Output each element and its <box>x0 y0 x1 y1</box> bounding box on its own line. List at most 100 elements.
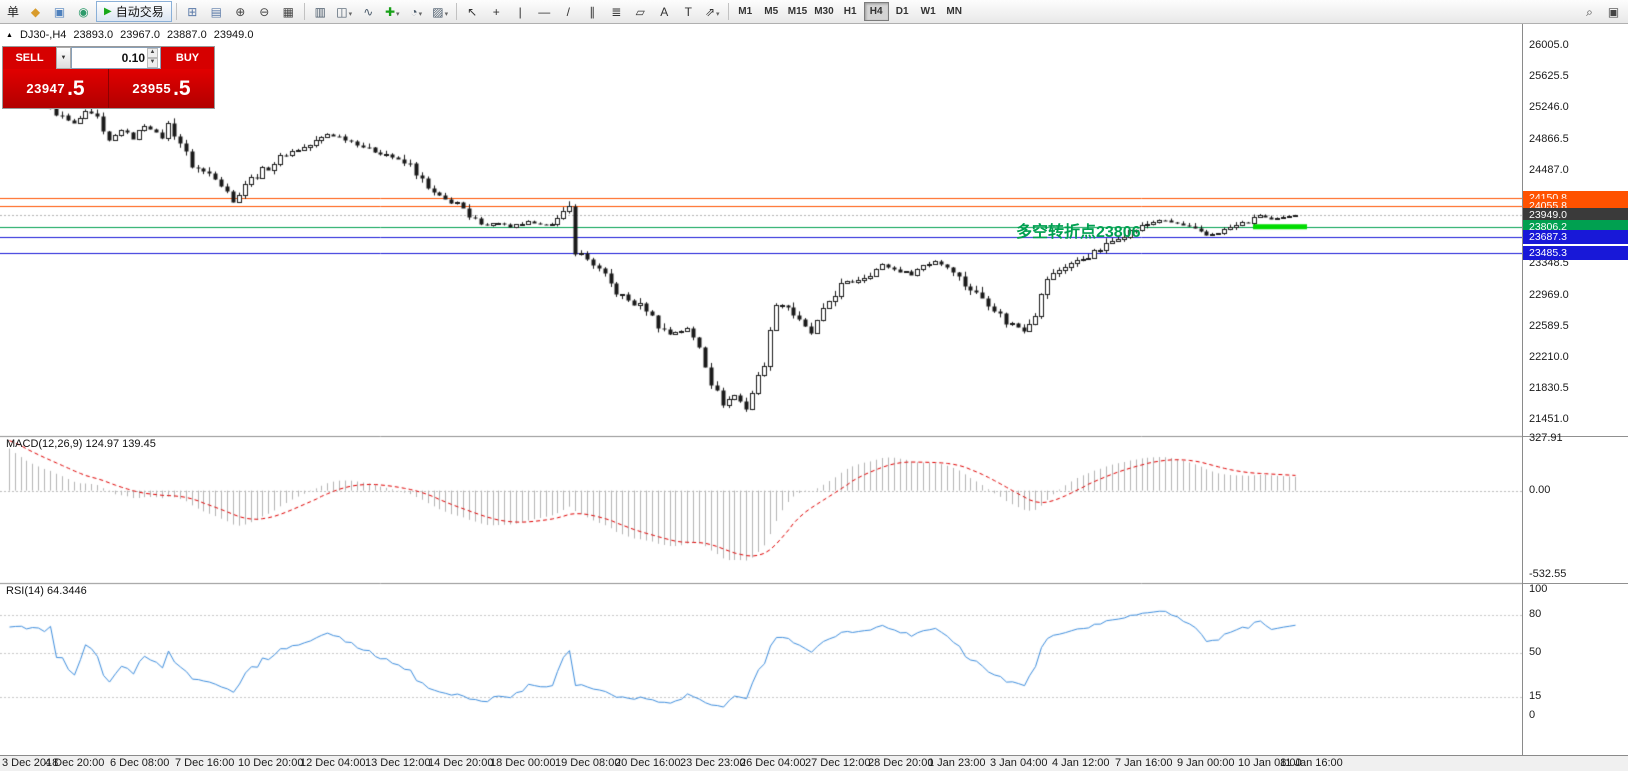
rsi-label: RSI(14) 64.3446 <box>6 585 87 597</box>
time-axis-label: 26 Dec 04:00 <box>740 757 806 769</box>
trade-panel-controls: SELL ▼ 0.10 ▲ ▼ BUY <box>3 47 214 69</box>
toolbar: 单 ◆ ▣ ◉ ▶ 自动交易 ⊞ ▤ ⊕ ⊖ ▦ ▥ ◫▾ ∿ ✚▾ ◔▾ ▨▾ ↖ + | — / ∥ ≣ ▱ A T ⇗▾ M1 M5… <box>0 0 1628 24</box>
price-axis-label: 24866.5 <box>1529 133 1569 145</box>
timeframe-m15[interactable]: M15 <box>785 2 810 21</box>
price-level-tag: 23687.3 <box>1523 230 1628 244</box>
price-level-tag: 23485.3 <box>1523 246 1628 260</box>
price-axis-label: 21451.0 <box>1529 413 1569 425</box>
vertical-line-icon[interactable]: | <box>509 2 532 22</box>
price-axis[interactable]: 26005.025625.525246.024866.524487.024107… <box>1522 24 1628 755</box>
macd-label: MACD(12,26,9) 124.97 139.45 <box>6 438 156 450</box>
plugins-icon[interactable]: ▣ <box>1602 2 1625 22</box>
chart-window-icon[interactable]: ▣ <box>48 2 71 22</box>
arrows-icon[interactable]: ⇗▾ <box>701 2 724 22</box>
timeframe-h1[interactable]: H1 <box>838 2 863 21</box>
shapes-icon[interactable]: ▱ <box>629 2 652 22</box>
autotrading-play-icon: ▶ <box>104 6 112 17</box>
bar-chart-icon[interactable]: ▥ <box>309 2 332 22</box>
indicators-icon[interactable]: ✚▾ <box>381 2 404 22</box>
volume-up-icon[interactable]: ▲ <box>147 48 158 58</box>
volume-value[interactable]: 0.10 <box>121 51 145 65</box>
buy-price-frac: .5 <box>173 76 191 100</box>
sell-button[interactable]: SELL <box>3 47 56 69</box>
line-chart-icon[interactable]: ∿ <box>357 2 380 22</box>
time-axis-label: 3 Jan 04:00 <box>990 757 1048 769</box>
time-axis-label: 4 Dec 20:00 <box>45 757 105 769</box>
profiles-icon[interactable]: ▤ <box>205 2 228 22</box>
time-axis-label: 28 Dec 20:00 <box>868 757 934 769</box>
chart-area[interactable]: ▲ DJ30-,H4 23893.0 23967.0 23887.0 23949… <box>0 24 1522 755</box>
timeframe-m1[interactable]: M1 <box>733 2 758 21</box>
horizontal-line-icon[interactable]: — <box>533 2 556 22</box>
text-icon[interactable]: A <box>653 2 676 22</box>
price-axis-label: 24487.0 <box>1529 164 1569 176</box>
time-axis-label: 10 Dec 20:00 <box>238 757 304 769</box>
price-level-tag: 23949.0 <box>1523 208 1628 222</box>
toolbar-separator <box>455 3 457 20</box>
timeframe-m5[interactable]: M5 <box>759 2 784 21</box>
candlestick-icon[interactable]: ◫▾ <box>333 2 356 22</box>
price-axis-label: 21830.5 <box>1529 382 1569 394</box>
time-axis-label: 18 Dec 00:00 <box>490 757 556 769</box>
search-icon[interactable]: ⌕ <box>1578 2 1601 22</box>
ohlc-open: 23893.0 <box>73 29 114 41</box>
profile-icon[interactable]: ◉ <box>72 2 95 22</box>
channel-icon[interactable]: ∥ <box>581 2 604 22</box>
trendline-icon[interactable]: / <box>557 2 580 22</box>
time-axis-label: 27 Dec 12:00 <box>805 757 871 769</box>
volume-stepper[interactable]: ▲ ▼ <box>147 48 158 68</box>
dropdown-arrow-icon: ▾ <box>348 10 353 18</box>
new-chart-icon[interactable]: ⊞ <box>181 2 204 22</box>
time-axis-label: 9 Jan 00:00 <box>1177 757 1235 769</box>
price-axis-label: 22210.0 <box>1529 351 1569 363</box>
timeframe-w1[interactable]: W1 <box>916 2 941 21</box>
buy-price-display[interactable]: 23955.5 <box>109 69 214 108</box>
periods-icon[interactable]: ◔▾ <box>405 2 428 22</box>
time-axis[interactable]: 3 Dec 2018 4 Dec 20:00 6 Dec 08:00 7 Dec 16… <box>0 755 1628 771</box>
time-axis-label: 3 Dec 2018 <box>2 757 59 769</box>
timeframe-h4[interactable]: H4 <box>863 2 889 21</box>
axis-separator <box>1523 583 1628 584</box>
toolbar-separator <box>303 3 305 20</box>
macd-axis-label: 327.91 <box>1529 432 1563 444</box>
templates-icon[interactable]: ▨▾ <box>429 2 452 22</box>
sell-price-main: 23947 <box>26 81 66 96</box>
time-axis-label: 14 Dec 20:00 <box>428 757 494 769</box>
rsi-axis-label: 0 <box>1529 709 1536 721</box>
buy-button[interactable]: BUY <box>161 47 214 69</box>
price-axis-label: 26005.0 <box>1529 39 1569 51</box>
text-label-icon[interactable]: T <box>677 2 700 22</box>
time-axis-label: 19 Dec 08:00 <box>555 757 621 769</box>
time-axis-label: 12 Dec 04:00 <box>300 757 366 769</box>
zoom-out-icon[interactable]: ⊖ <box>253 2 276 22</box>
order-type-dropdown[interactable]: ▼ <box>56 47 71 69</box>
new-order-icon[interactable]: ◆ <box>24 2 47 22</box>
timeframe-mn[interactable]: MN <box>942 2 967 21</box>
chart-marker-icon: ▲ <box>6 31 13 39</box>
price-axis-label: 22969.0 <box>1529 289 1569 301</box>
volume-down-icon[interactable]: ▼ <box>147 58 158 68</box>
volume-field[interactable]: 0.10 ▲ ▼ <box>71 47 161 69</box>
fibonacci-icon[interactable]: ≣ <box>605 2 628 22</box>
autotrading-button[interactable]: ▶ 自动交易 <box>96 1 172 22</box>
zoom-in-icon[interactable]: ⊕ <box>229 2 252 22</box>
chart-canvas[interactable] <box>0 24 1522 755</box>
autotrading-label: 自动交易 <box>115 5 164 19</box>
time-axis-label: 23 Dec 23:00 <box>680 757 746 769</box>
timeframe-m30[interactable]: M30 <box>811 2 836 21</box>
timeframe-d1[interactable]: D1 <box>890 2 915 21</box>
time-axis-label: 11 Jan 16:00 <box>1280 757 1343 769</box>
time-axis-label: 7 Dec 16:00 <box>175 757 235 769</box>
crosshair-icon[interactable]: + <box>485 2 508 22</box>
time-axis-label: 20 Dec 16:00 <box>615 757 681 769</box>
chart-symbol-period: DJ30-,H4 <box>19 29 67 41</box>
tile-windows-icon[interactable]: ▦ <box>277 2 300 22</box>
sell-price-display[interactable]: 23947.5 <box>3 69 109 108</box>
cursor-icon[interactable]: ↖ <box>461 2 484 22</box>
ohlc-close: 23949.0 <box>213 29 254 41</box>
toolbar-separator <box>175 3 177 20</box>
axis-separator <box>1523 436 1628 437</box>
one-click-trading-panel: SELL ▼ 0.10 ▲ ▼ BUY 23947.5 23955.5 <box>2 46 215 109</box>
dropdown-arrow-icon: ▾ <box>418 10 423 18</box>
